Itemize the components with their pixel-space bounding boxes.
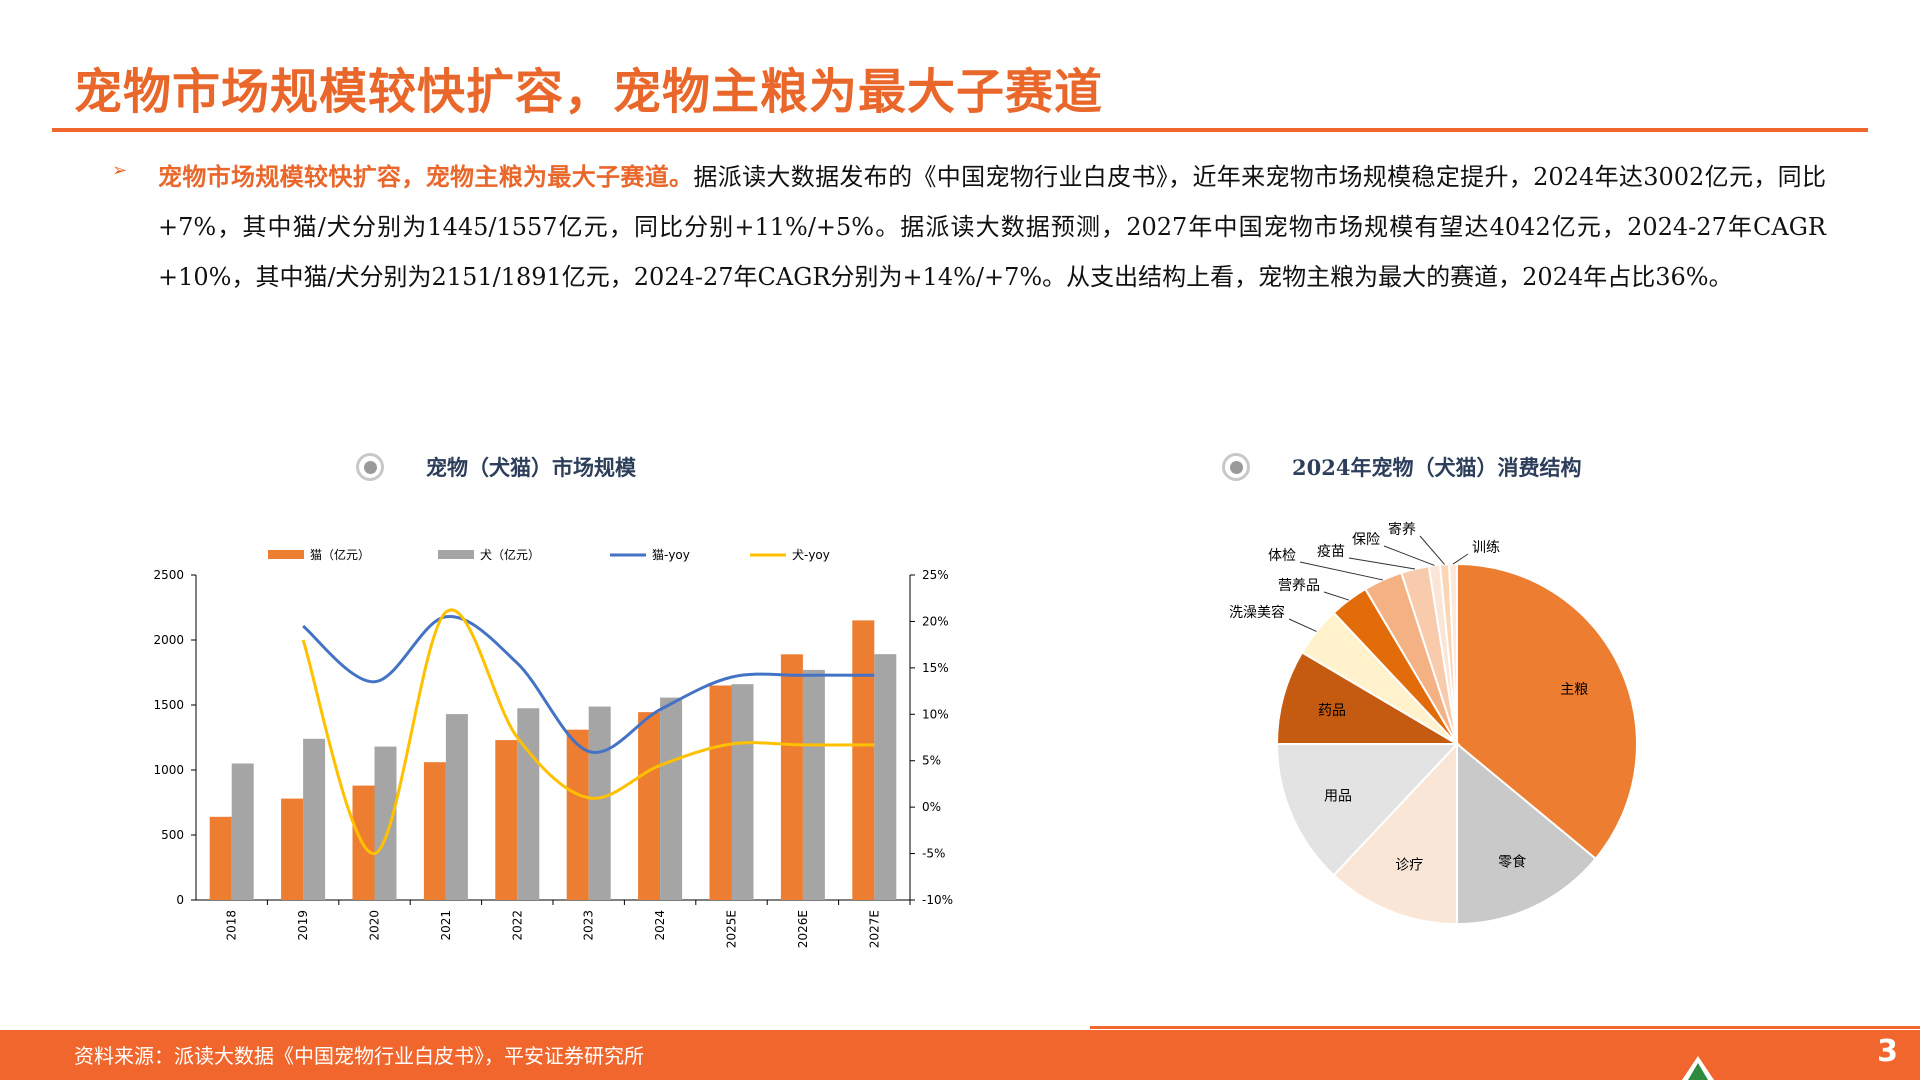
- legend-cat-label: 猫（亿元）: [310, 547, 370, 562]
- pie-leader-line: [1299, 561, 1384, 581]
- footer-bar: [0, 1030, 1920, 1080]
- bar-dog: [802, 669, 825, 900]
- bar-dog: [374, 746, 397, 900]
- pie-label: 用品: [1324, 788, 1352, 804]
- bar-dog: [660, 697, 683, 900]
- radio-bullet-icon: [356, 453, 384, 481]
- right-tick-label: 0%: [922, 800, 941, 814]
- pie-leader-line: [1288, 618, 1317, 632]
- pie-leader-line: [1323, 591, 1350, 601]
- market-size-chart: 0 500 1000 1500 2000 2500 -10% -5% 0% 5% 10% 15% 20%…: [153, 547, 953, 948]
- pie-label: 训练: [1472, 540, 1500, 556]
- pie-label: 疫苗: [1317, 544, 1345, 560]
- pie-label: 诊疗: [1395, 857, 1423, 873]
- pie-label: 寄养: [1388, 521, 1416, 538]
- title-divider: [52, 128, 1868, 132]
- bar-dog: [445, 714, 468, 900]
- bar-cat: [495, 740, 518, 900]
- bar-cat: [709, 685, 732, 900]
- x-tick-label: 2025E: [725, 910, 739, 948]
- pie-slice: [1332, 741, 1458, 926]
- bar-cat: [638, 712, 661, 900]
- legend-dog-yoy-label: 犬-yoy: [792, 548, 830, 562]
- pie-label: 洗澡美容: [1230, 604, 1285, 621]
- left-tick-label: 1000: [153, 763, 184, 777]
- bar-cat: [209, 816, 232, 900]
- x-tick-label: 2019: [296, 910, 310, 941]
- bar-cat: [566, 729, 589, 900]
- right-tick-label: 25%: [922, 568, 949, 582]
- legend-cat-swatch: [268, 550, 304, 559]
- x-tick-label: 2020: [368, 910, 382, 941]
- x-tick-label: 2022: [510, 910, 524, 941]
- company-logo-icon: [1682, 1056, 1714, 1080]
- x-tick-label: 2027E: [867, 910, 881, 948]
- right-tick-label: -5%: [922, 847, 945, 861]
- bar-cat: [852, 620, 875, 900]
- source-note: 资料来源：派读大数据《中国宠物行业白皮书》，平安证券研究所: [74, 1044, 644, 1068]
- right-chart-title: 2024年宠物（犬猫）消费结构: [1292, 455, 1582, 480]
- pie-label: 体检: [1268, 548, 1296, 564]
- pie-leader-line: [1419, 535, 1445, 565]
- pie-slice: [1275, 743, 1460, 877]
- bar-dog: [517, 708, 540, 900]
- dog-yoy-line: [301, 608, 875, 856]
- bar-dog: [303, 738, 326, 900]
- radio-bullet-icon: [1222, 453, 1250, 481]
- x-tick-label: 2024: [653, 910, 667, 941]
- pie-slice: [1275, 651, 1461, 745]
- right-chart-header: 2024年宠物（犬猫）消费结构: [1222, 452, 1581, 482]
- pie-slice: [1456, 741, 1598, 926]
- cat-yoy-line: [302, 615, 875, 754]
- right-tick-label: 20%: [922, 614, 949, 628]
- left-tick-label: 0: [176, 893, 184, 907]
- bar-dog: [731, 684, 754, 900]
- pie-label: 零食: [1498, 853, 1526, 870]
- x-tick-label: 2018: [225, 910, 239, 941]
- legend-dog-label: 犬（亿元）: [480, 547, 540, 562]
- bar-cat: [281, 798, 304, 900]
- summary-highlight: 宠物市场规模较快扩容，宠物主粮为最大子赛道。: [158, 162, 694, 191]
- pie-leader-line: [1452, 553, 1469, 565]
- left-tick-label: 2000: [153, 633, 184, 647]
- bar-dog: [874, 654, 897, 900]
- right-tick-label: 15%: [922, 661, 949, 675]
- bar-cat: [780, 654, 803, 900]
- right-tick-label: 10%: [922, 707, 949, 721]
- summary-body: 据派读大数据发布的《中国宠物行业白皮书》，近年来宠物市场规模稳定提升，2024年…: [158, 163, 1827, 291]
- page-number: 3: [1877, 1034, 1898, 1069]
- bar-cat: [423, 762, 446, 900]
- left-tick-label: 2500: [153, 568, 184, 582]
- left-chart-title: 宠物（犬猫）市场规模: [426, 455, 636, 480]
- left-chart-header: 宠物（犬猫）市场规模: [356, 452, 636, 482]
- legend-dog-swatch: [438, 550, 474, 559]
- pie-slice: [1456, 562, 1638, 861]
- bar-dog: [588, 706, 611, 900]
- left-tick-label: 500: [161, 828, 184, 842]
- pie-leader-line: [1383, 545, 1435, 566]
- summary-paragraph: 宠物市场规模较快扩容，宠物主粮为最大子赛道。据派读大数据发布的《中国宠物行业白皮…: [158, 152, 1826, 302]
- left-tick-label: 1500: [153, 698, 184, 712]
- pie-leader-line: [1348, 557, 1416, 570]
- x-tick-label: 2023: [582, 910, 596, 941]
- pie-label: 药品: [1318, 703, 1346, 719]
- bar-dog: [231, 763, 254, 900]
- right-tick-label: -10%: [922, 893, 953, 907]
- page-title: 宠物市场规模较快扩容，宠物主粮为最大子赛道: [74, 64, 1104, 120]
- pie-label: 营养品: [1278, 578, 1320, 594]
- x-tick-label: 2021: [439, 910, 453, 941]
- footer-top-line: [1090, 1026, 1920, 1029]
- pie-label: 保险: [1352, 532, 1380, 548]
- x-tick-label: 2026E: [796, 910, 810, 948]
- bullet-arrow-icon: ➢: [112, 160, 128, 181]
- legend-cat-yoy-label: 猫-yoy: [652, 548, 690, 562]
- pie-label: 主粮: [1560, 682, 1588, 698]
- right-tick-label: 5%: [922, 754, 941, 768]
